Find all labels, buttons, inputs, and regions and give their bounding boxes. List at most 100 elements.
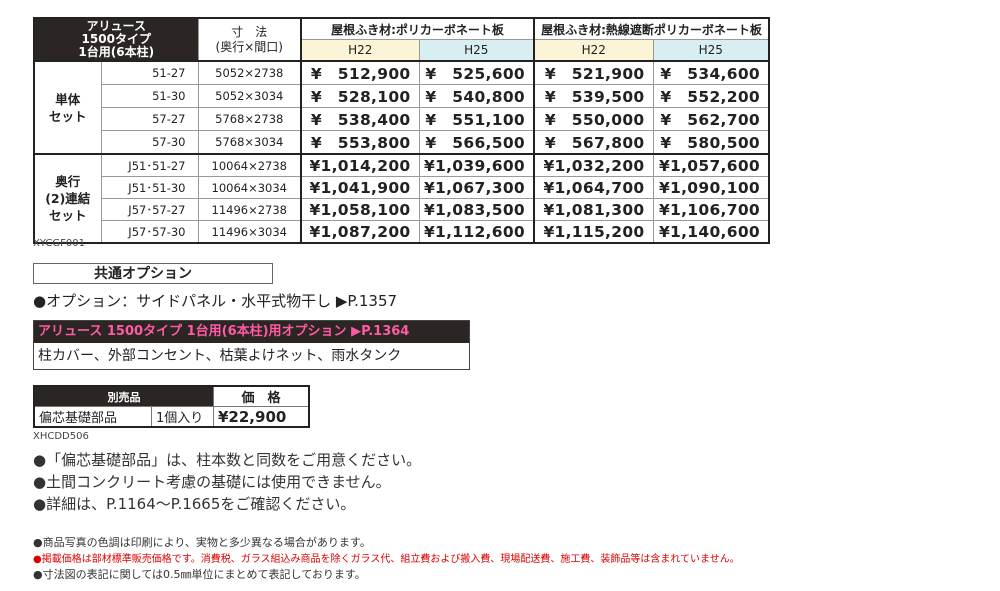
model-code: 51-30	[100, 84, 199, 108]
sub-header: H25	[652, 39, 770, 62]
price: ¥ 562,700	[652, 107, 770, 131]
header-row: H22 H25 H22 H25	[34, 39, 770, 62]
model-code: J51･51-30	[100, 176, 199, 199]
cell-line: (奥行×間口)	[215, 39, 283, 54]
product-options-title: アリュース 1500タイプ 1台用(6本柱)用オプション ▶P.1364	[34, 321, 469, 343]
price: ¥ 538,400	[300, 107, 420, 131]
price-row: J51･51-30 10064×3034 ¥1,041,900 ¥1,067,300 ¥…	[34, 176, 770, 199]
price: ¥ 521,900	[533, 60, 654, 85]
dimension: 10064×2738	[197, 153, 302, 177]
cell-line: セット	[48, 108, 87, 124]
price-row: J57･57-27 11496×2738 ¥1,058,100 ¥1,083,500 ¥…	[34, 198, 770, 221]
cell-line: セット	[48, 208, 87, 223]
price: ¥ 566,500	[418, 130, 535, 155]
cell-line: 単体	[55, 91, 81, 107]
parts-header: 価 格	[213, 385, 310, 407]
small-note: ●掲載価格は部材標準販売価格です。消費税、ガラス組込み商品を除くガラス代、組立費…	[33, 554, 740, 565]
size-header: 寸 法 (奥行×間口)	[197, 17, 302, 62]
price: ¥ 552,200	[652, 84, 770, 108]
set-label: 奥行 (2)連結セット	[33, 153, 102, 244]
model-code: J57･57-30	[100, 220, 199, 244]
dimension: 11496×2738	[197, 198, 302, 221]
price: ¥1,064,700	[533, 176, 654, 199]
model-code: J57･57-27	[100, 198, 199, 221]
small-note: ●寸法図の表記に関しては0.5㎜単位にまとめて表記しております。	[33, 568, 366, 581]
price: ¥1,115,200	[533, 220, 654, 244]
price-row: 単体 セット 51-27 5052×2738 ¥ 512,900 ¥ 525,600 ¥ 5…	[33, 60, 770, 155]
price: ¥ 550,000	[533, 107, 654, 131]
dimension: 5768×3034	[197, 130, 302, 155]
price: ¥ 512,900	[300, 60, 420, 85]
price: ¥ 534,600	[652, 60, 770, 85]
dimension: 5052×3034	[197, 84, 302, 108]
parts-row: 偏芯基礎部品 1個入り ¥22,900	[33, 406, 310, 428]
price: ¥ 528,100	[300, 84, 420, 108]
sub-header: H25	[418, 39, 535, 62]
option-line: ●オプション：サイドパネル・水平式物干し ▶P.1357	[33, 292, 398, 310]
header-row: アリュース 1500タイプ 1台用(6本柱) 寸 法 (奥行×間口) 屋根ふき材:ポリカー…	[33, 17, 770, 62]
price: ¥ 539,500	[533, 84, 654, 108]
note: ●「偏芯基礎部品」は、柱本数と同数をご用意ください。	[33, 451, 422, 469]
price: ¥ 553,800	[300, 130, 420, 155]
product-options-box: アリュース 1500タイプ 1台用(6本柱)用オプション ▶P.1364 柱カバ…	[33, 320, 470, 370]
cell-line: (2)連結	[45, 191, 91, 206]
part-price: ¥22,900	[213, 406, 310, 428]
price: ¥ 540,800	[418, 84, 535, 108]
price: ¥1,067,300	[418, 176, 535, 199]
parts-header: 別売品	[33, 385, 214, 407]
price: ¥1,041,900	[300, 176, 420, 199]
price: ¥ 567,800	[533, 130, 654, 155]
parts-code: XHCDD506	[33, 431, 89, 442]
price-row: J57･57-30 11496×3034 ¥1,087,200 ¥1,112,600 ¥…	[34, 220, 770, 244]
cell-line: 1500タイプ	[81, 32, 151, 46]
set-label: 単体 セット	[33, 60, 102, 155]
price: ¥1,087,200	[300, 220, 420, 244]
price: ¥1,039,600	[418, 153, 535, 177]
cell-line: 奥行	[55, 174, 81, 189]
part-qty: 1個入り	[151, 406, 214, 428]
price: ¥1,057,600	[652, 153, 770, 177]
model-code: J51･51-27	[100, 153, 199, 177]
part-name: 偏芯基礎部品	[33, 406, 152, 428]
cell-line: 寸 法	[231, 24, 268, 39]
note: ●土間コンクリート考慮の基礎には使用できません。	[33, 473, 391, 491]
price-row: 57-30 5768×3034 ¥ 553,800 ¥ 566,500 ¥ 567,80…	[34, 130, 770, 155]
model-code: 57-27	[100, 107, 199, 131]
price: ¥1,083,500	[418, 198, 535, 221]
price: ¥1,106,700	[652, 198, 770, 221]
dimension: 10064×3034	[197, 176, 302, 199]
price-table-body: アリュース 1500タイプ 1台用(6本柱) 寸 法 (奥行×間口) 屋根ふき材:ポリカー…	[33, 17, 770, 244]
price: ¥1,112,600	[418, 220, 535, 244]
price-row: 57-27 5768×2738 ¥ 538,400 ¥ 551,100 ¥ 550,00…	[34, 107, 770, 131]
note: ●詳細は、P.1164～P.1665をご確認ください。	[33, 495, 356, 513]
parts-table: 別売品 価 格 偏芯基礎部品 1個入り ¥22,900	[33, 385, 310, 428]
dimension: 5768×2738	[197, 107, 302, 131]
model-code: 51-27	[100, 60, 199, 85]
table-code: XYCGF001	[33, 238, 85, 249]
cell-line: 1台用(6本柱)	[78, 45, 155, 59]
price: ¥ 525,600	[418, 60, 535, 85]
sub-header: H22	[533, 39, 654, 62]
price: ¥1,032,200	[533, 153, 654, 177]
dimension: 5052×2738	[197, 60, 302, 85]
cell-line: アリュース	[86, 19, 146, 33]
parts-header-row: 別売品 価 格	[33, 385, 310, 407]
product-options: 柱カバー、外部コンセント、枯葉よけネット、雨水タンク	[38, 348, 402, 364]
model-code: 57-30	[100, 130, 199, 155]
product-header: アリュース 1500タイプ 1台用(6本柱)	[33, 17, 199, 62]
price: ¥1,058,100	[300, 198, 420, 221]
common-options-title: 共通オプション	[33, 263, 273, 284]
group-header: 屋根ふき材:熱線遮断ポリカーボネート板	[533, 17, 770, 40]
sub-header: H22	[300, 39, 420, 62]
price-row: 奥行 (2)連結 セット J51･51-27 10064×2738 ¥1,014,200 ¥…	[33, 153, 770, 244]
price: ¥ 580,500	[652, 130, 770, 155]
price: ¥1,081,300	[533, 198, 654, 221]
price-row: 51-30 5052×3034 ¥ 528,100 ¥ 540,800 ¥ 539,50…	[34, 84, 770, 108]
price: ¥1,090,100	[652, 176, 770, 199]
price: ¥1,014,200	[300, 153, 420, 177]
price-table: アリュース 1500タイプ 1台用(6本柱) 寸 法 (奥行×間口) 屋根ふき材:ポリカー…	[33, 17, 770, 244]
group-header: 屋根ふき材:ポリカーボネート板	[300, 17, 535, 40]
price: ¥ 551,100	[418, 107, 535, 131]
dimension: 11496×3034	[197, 220, 302, 244]
